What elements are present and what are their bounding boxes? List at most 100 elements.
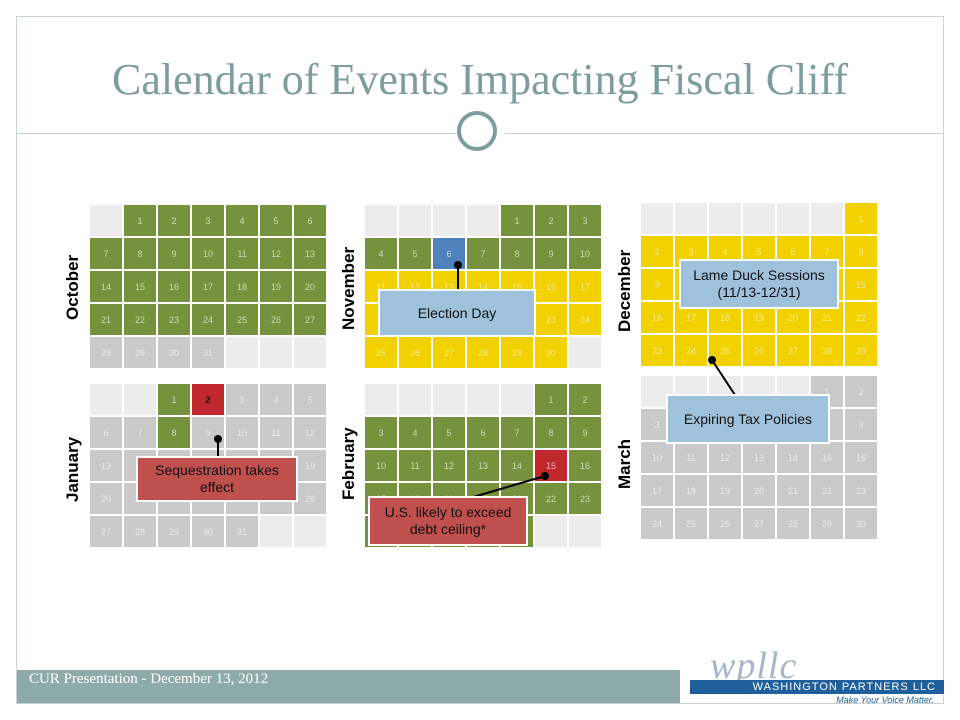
calendar-day-cell: 21	[777, 475, 809, 506]
calendar-day-cell: 27	[90, 516, 122, 547]
calendar-day-cell: 5	[399, 238, 431, 269]
calendar-day-cell: 17	[192, 271, 224, 302]
calendar-day-cell: 31	[192, 337, 224, 368]
calendar-day-cell: 11	[675, 442, 707, 473]
connector-dot-debt-ceiling	[541, 472, 549, 480]
calendar-day-cell: 1	[501, 205, 533, 236]
calendar-october: 1 2 3 4 5 6 7 8 9 10 11 12 13 14 15 16 17 18 19 20 21 22 23 24 2…	[90, 205, 326, 368]
calendar-day-cell: 16	[845, 442, 877, 473]
footer-bar	[17, 670, 680, 703]
connector-debt-ceiling	[469, 475, 546, 499]
calendar-day-cell: 3	[365, 417, 397, 448]
callout-lame-duck: Lame Duck Sessions (11/13-12/31)	[679, 259, 839, 309]
calendar-day-cell: 12	[294, 417, 326, 448]
calendar-day-cell: 22	[845, 302, 877, 333]
calendar-day-cell: 30	[535, 337, 567, 368]
calendar-day-cell: 21	[90, 304, 122, 335]
calendar-day-cell: 19	[294, 450, 326, 481]
calendar-day-cell: 29	[501, 337, 533, 368]
connector-expiring-tax	[711, 359, 736, 396]
calendar-day-cell: 7	[90, 238, 122, 269]
circle-ornament-icon	[457, 111, 497, 151]
calendar-empty-cell	[90, 384, 122, 415]
calendar-empty-cell	[260, 337, 292, 368]
calendar-empty-cell	[535, 516, 567, 547]
calendar-day-cell: 25	[365, 337, 397, 368]
calendar-day-cell: 4	[226, 205, 258, 236]
calendar-day-cell: 16	[535, 271, 567, 302]
calendar-day-cell: 18	[226, 271, 258, 302]
calendar-day-cell: 17	[569, 271, 601, 302]
calendar-day-cell: 26	[743, 335, 775, 366]
calendar-day-cell: 2	[192, 384, 224, 415]
callout-election-day: Election Day	[378, 289, 536, 337]
calendar-day-cell: 8	[535, 417, 567, 448]
calendar-day-cell: 28	[124, 516, 156, 547]
calendar-day-cell: 24	[569, 304, 601, 335]
calendar-day-cell: 9	[569, 417, 601, 448]
calendar-day-cell: 4	[365, 238, 397, 269]
calendar-day-cell: 16	[569, 450, 601, 481]
calendar-day-cell: 2	[845, 376, 877, 407]
calendar-day-cell: 6	[90, 417, 122, 448]
company-logo: wpllc WASHINGTON PARTNERS LLC Make Your …	[690, 644, 944, 706]
calendar-empty-cell	[124, 384, 156, 415]
calendar-day-cell: 10	[641, 442, 673, 473]
calendar-day-cell: 15	[811, 442, 843, 473]
calendar-day-cell: 14	[777, 442, 809, 473]
connector-dot-expiring-tax	[708, 356, 716, 364]
calendar-day-cell: 27	[777, 335, 809, 366]
calendar-day-cell: 19	[709, 475, 741, 506]
calendar-day-cell: 25	[226, 304, 258, 335]
calendar-day-cell: 1	[535, 384, 567, 415]
calendar-day-cell: 26	[709, 508, 741, 539]
calendar-day-cell: 24	[641, 508, 673, 539]
calendar-day-cell: 6	[467, 417, 499, 448]
calendar-day-cell: 9	[535, 238, 567, 269]
calendar-empty-cell	[365, 205, 397, 236]
calendar-day-cell: 27	[433, 337, 465, 368]
calendar-day-cell: 1	[124, 205, 156, 236]
calendar-day-cell: 10	[192, 238, 224, 269]
calendar-day-cell: 8	[845, 236, 877, 267]
calendar-day-cell: 10	[569, 238, 601, 269]
calendar-day-cell: 13	[294, 238, 326, 269]
title-rule-right	[505, 133, 943, 134]
calendar-day-cell: 5	[260, 205, 292, 236]
calendar-day-cell: 7	[124, 417, 156, 448]
calendar-day-cell: 1	[158, 384, 190, 415]
calendar-day-cell: 12	[709, 442, 741, 473]
calendar-day-cell: 27	[294, 304, 326, 335]
calendar-day-cell: 5	[294, 384, 326, 415]
calendar-empty-cell	[365, 384, 397, 415]
calendar-day-cell: 14	[90, 271, 122, 302]
calendar-day-cell: 28	[90, 337, 122, 368]
calendar-day-cell: 3	[192, 205, 224, 236]
calendar-day-cell: 23	[535, 304, 567, 335]
calendar-day-cell: 29	[845, 335, 877, 366]
calendar-day-cell: 11	[399, 450, 431, 481]
calendar-day-cell: 30	[192, 516, 224, 547]
calendar-day-cell: 15	[535, 450, 567, 481]
calendar-day-cell: 10	[365, 450, 397, 481]
calendar-day-cell: 5	[433, 417, 465, 448]
calendar-day-cell: 26	[399, 337, 431, 368]
calendar-day-cell: 3	[569, 205, 601, 236]
calendar-day-cell: 14	[501, 450, 533, 481]
calendar-day-cell: 23	[845, 475, 877, 506]
calendar-day-cell: 19	[260, 271, 292, 302]
calendar-day-cell: 7	[501, 417, 533, 448]
calendar-day-cell: 28	[811, 335, 843, 366]
calendar-day-cell: 27	[743, 508, 775, 539]
calendar-day-cell: 4	[399, 417, 431, 448]
calendar-empty-cell	[433, 205, 465, 236]
calendar-day-cell: 16	[158, 271, 190, 302]
calendar-day-cell: 22	[124, 304, 156, 335]
logo-band: WASHINGTON PARTNERS LLC	[690, 680, 944, 694]
calendar-day-cell: 25	[675, 508, 707, 539]
calendar-day-cell: 9	[158, 238, 190, 269]
callout-debt-ceiling: U.S. likely to exceed debt ceiling*	[368, 496, 528, 546]
footer-text: CUR Presentation - December 13, 2012	[29, 671, 269, 687]
calendar-day-cell: 11	[260, 417, 292, 448]
calendar-day-cell: 17	[641, 475, 673, 506]
